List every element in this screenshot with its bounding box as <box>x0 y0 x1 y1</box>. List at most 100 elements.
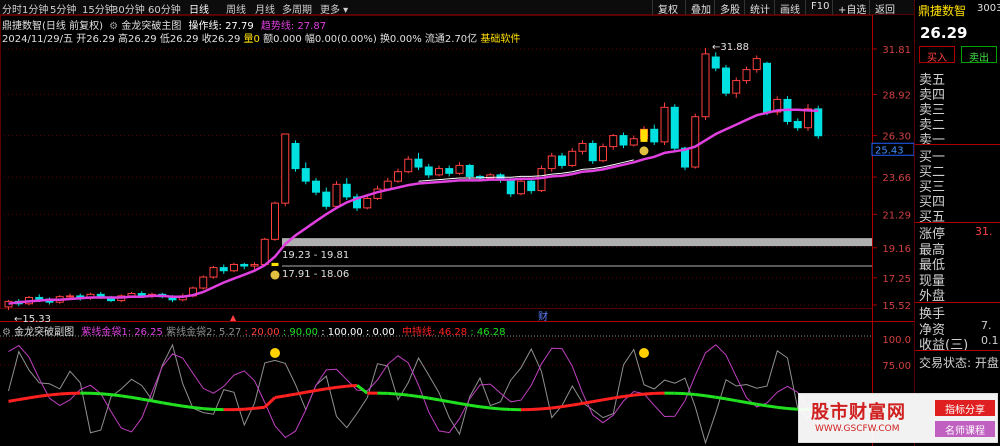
candle-73 <box>752 55 761 73</box>
up-arrow-icon: ▲ <box>230 313 237 322</box>
candle-67 <box>691 113 700 169</box>
buy-button[interactable]: 买入 <box>919 46 955 64</box>
candle-78 <box>804 104 812 131</box>
tool-button-1[interactable]: 叠加 <box>685 0 715 16</box>
candle-body-3 <box>35 296 44 300</box>
watermark: 股市财富网 WWW.GSCFW.COM 指标分享 名师课程 <box>798 393 998 443</box>
candle-55 <box>568 148 577 168</box>
ask-bid-divider <box>915 144 1000 145</box>
period-tab-6[interactable]: 日线 <box>189 5 209 16</box>
period-tab-2[interactable]: 5分钟 <box>50 5 77 16</box>
candle-body-38 <box>394 171 402 182</box>
sub-hold-seg-60 <box>623 393 634 398</box>
candle-38 <box>394 168 402 183</box>
ask-label-0: 卖五 <box>919 73 946 88</box>
coin-icon-0 <box>270 270 280 280</box>
sub-hold-seg-34 <box>356 384 369 395</box>
tool-button-6[interactable]: +自选 <box>832 0 870 16</box>
sub-hold-seg-75 <box>777 405 788 410</box>
sub-indicator-name[interactable]: 金龙突破副图 <box>14 327 75 338</box>
stat-label-2: 最低 <box>919 258 946 273</box>
tool-button-5[interactable]: F10 <box>805 0 833 15</box>
stat2-label-2: 收益(三) <box>919 338 969 353</box>
sell-button[interactable]: 卖出 <box>961 46 997 64</box>
candle-40 <box>414 152 423 171</box>
price-tick-4: 21.29 <box>882 210 911 221</box>
zone-bar-1 <box>282 238 872 247</box>
period-tab-3[interactable]: 15分钟 <box>82 5 115 16</box>
sub-hold-seg-48 <box>500 407 511 412</box>
tool-button-0[interactable]: 复权 <box>652 0 682 16</box>
bar-info-row: 2024/11/29/五 开26.29 高26.29 低26.29 收26.29… <box>2 30 520 45</box>
sub-hold-seg-24 <box>254 405 265 410</box>
candle-49 <box>506 178 515 197</box>
candle-body-34 <box>353 196 361 209</box>
candle-body-39 <box>404 158 413 173</box>
sub-hold-seg-2 <box>28 394 40 400</box>
sub-hold-seg-40 <box>418 395 429 400</box>
indicator-name[interactable]: 金龙突破主图 <box>121 21 182 32</box>
sub-hold-seg-52 <box>541 406 552 411</box>
candle-20 <box>209 266 218 279</box>
period-tab-9[interactable]: 多周期 <box>282 5 312 16</box>
bar-low: 低26.29 <box>159 34 199 45</box>
sub-hold-seg-15 <box>161 401 173 406</box>
smiley-icon-0 <box>270 348 280 358</box>
price-tag-text: 25.43 <box>875 145 904 156</box>
sub-gear-icon[interactable]: ⚙ <box>2 327 11 338</box>
candle-body-68 <box>701 53 710 118</box>
candle-body-79 <box>814 108 823 137</box>
period-tab-0[interactable]: 分时 <box>2 5 22 16</box>
bid-stat-divider <box>915 222 1000 223</box>
sub-hold-seg-43 <box>448 400 460 405</box>
status-divider <box>915 350 1000 351</box>
sub-tick-1: 75.00 <box>882 361 911 372</box>
candle-body-26 <box>271 202 279 240</box>
signal-bar-0 <box>271 262 279 267</box>
candle-59 <box>609 134 618 150</box>
candle-body-67 <box>691 116 700 168</box>
trade-status: 交易状态: 开盘 <box>919 356 999 370</box>
period-tab-5[interactable]: 60分钟 <box>148 5 181 16</box>
sub-l3: : 20.00 <box>244 327 280 338</box>
stock-title: 鼎捷数智(日线 前复权) <box>2 21 103 32</box>
period-tab-7[interactable]: 周线 <box>226 5 246 16</box>
period-tab-4[interactable]: 30分钟 <box>112 5 145 16</box>
tool-button-4[interactable]: 画线 <box>774 0 804 16</box>
candle-body-72 <box>742 69 751 82</box>
tool-button-7[interactable]: 返回 <box>869 0 899 16</box>
candle-75 <box>773 96 782 116</box>
candle-body-73 <box>752 58 761 71</box>
tool-button-3[interactable]: 统计 <box>744 0 774 16</box>
sub-hold-seg-26 <box>274 394 286 400</box>
candle-body-65 <box>670 106 679 149</box>
sub-hold-seg-46 <box>479 405 491 410</box>
candle-body-60 <box>619 135 628 146</box>
sub-hold-seg-14 <box>151 399 163 405</box>
sub-hold-seg-37 <box>387 391 399 396</box>
indicator-gear-icon[interactable]: ⚙ <box>109 21 119 32</box>
chart-area[interactable]: 31.81 28.92 26.30 23.66 21.29 19.16 17.25 15.52… <box>0 15 914 446</box>
sub-hold-seg-47 <box>490 406 501 411</box>
period-tab-1[interactable]: 1分钟 <box>22 5 49 16</box>
candle-50 <box>517 178 525 196</box>
candle-body-57 <box>588 142 597 162</box>
period-tab-10[interactable]: 更多 ▾ <box>320 5 349 16</box>
candle-body-78 <box>804 108 812 129</box>
candle-body-29 <box>301 168 310 182</box>
bid-label-3: 买四 <box>919 195 946 210</box>
candle-body-54 <box>558 155 566 166</box>
candle-41 <box>424 163 433 179</box>
bar-float: 流通2.70亿 <box>424 34 478 45</box>
candle-29 <box>301 162 310 185</box>
sub-hold-seg-8 <box>90 391 101 396</box>
price-tick-3: 23.66 <box>882 173 911 184</box>
period-tab-8[interactable]: 月线 <box>255 5 275 16</box>
sub-hold-seg-38 <box>397 392 409 397</box>
trend-line <box>8 108 819 305</box>
bar-volume: 量0 <box>243 34 260 45</box>
stat2-value-2: 0.1 <box>981 334 999 347</box>
sub-hold-seg-56 <box>582 400 594 405</box>
tool-button-2[interactable]: 多股 <box>714 0 744 16</box>
sub-l6: : 0.00 <box>365 327 395 338</box>
